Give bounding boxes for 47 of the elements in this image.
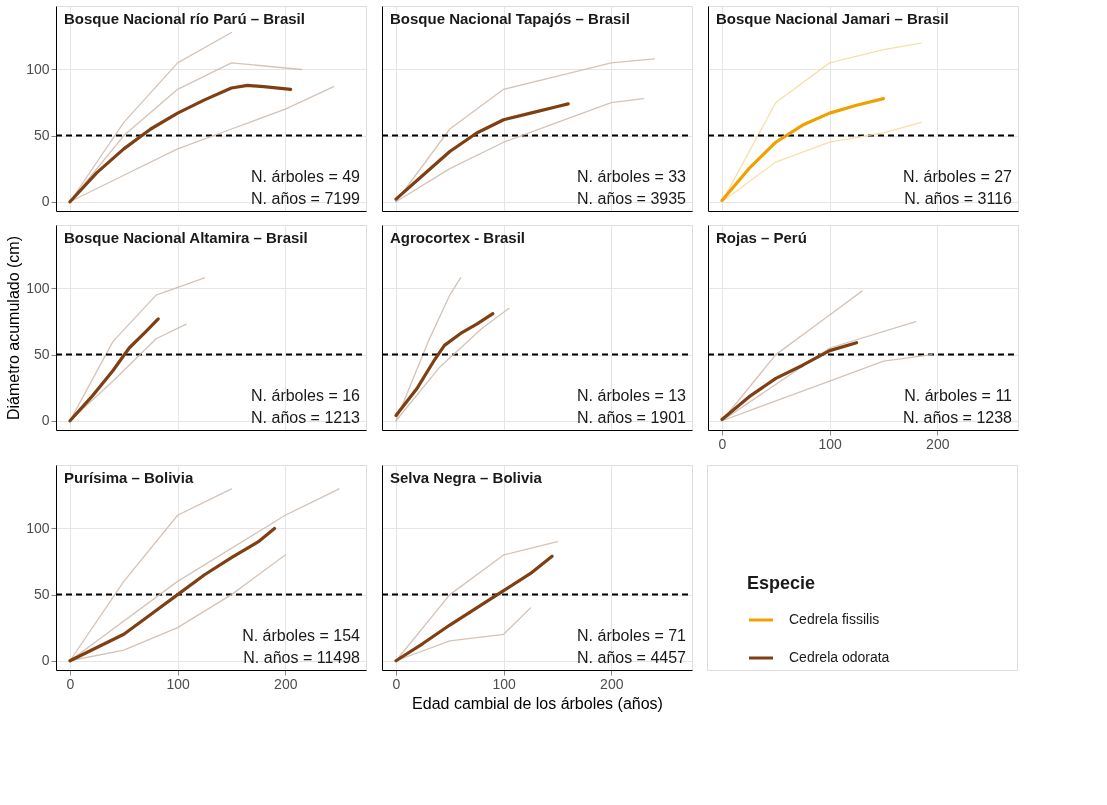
x-tick-label: 200	[926, 435, 950, 452]
y-tick-label: 50	[33, 127, 50, 144]
annotation: N. árboles = 33	[577, 168, 687, 185]
chart-title: Bosque Nacional río Parú – Brasil	[64, 10, 305, 27]
y-tick-label: 0	[41, 652, 50, 669]
x-tick-label: 200	[600, 675, 624, 692]
annotation: N. años = 3935	[577, 190, 687, 207]
y-tick-label: 100	[26, 60, 50, 77]
chart-title: Selva Negra – Bolivia	[390, 469, 543, 486]
x-axis-title: Edad cambial de los árboles (años)	[412, 694, 663, 712]
chart-title: Rojas – Perú	[716, 229, 807, 246]
annotation: N. años = 3116	[904, 190, 1013, 207]
chart-title: Agrocortex - Brasil	[390, 229, 526, 246]
y-axis-title: Diámetro acumulado (cm)	[5, 235, 23, 421]
annotation: N. años = 1213	[251, 409, 361, 426]
legend-title: Especie	[747, 573, 816, 593]
x-tick-label: 100	[166, 675, 191, 692]
x-tick-label: 0	[392, 675, 401, 692]
y-tick-label: 0	[41, 193, 50, 210]
annotation: N. años = 1238	[903, 409, 1013, 426]
annotation: N. árboles = 71	[577, 627, 687, 644]
y-tick-label: 50	[33, 586, 50, 603]
annotation: N. árboles = 49	[251, 168, 361, 185]
legend-label: Cedrela fissilis	[789, 611, 880, 627]
x-tick-label: 0	[718, 435, 727, 452]
annotation: N. años = 11498	[243, 649, 361, 666]
annotation: N. árboles = 27	[903, 168, 1013, 185]
y-tick-label: 100	[26, 279, 50, 296]
chart-title: Bosque Nacional Tapajós – Brasil	[390, 10, 630, 27]
chart-title: Bosque Nacional Altamira – Brasil	[64, 229, 308, 246]
x-tick-label: 200	[274, 675, 298, 692]
chart-title: Bosque Nacional Jamari – Brasil	[716, 10, 949, 27]
annotation: N. árboles = 11	[904, 387, 1013, 404]
annotation: N. años = 7199	[251, 190, 361, 207]
annotation: N. árboles = 154	[242, 627, 361, 644]
chart-title: Purísima – Bolivia	[64, 469, 194, 486]
x-tick-label: 0	[66, 675, 75, 692]
annotation: N. años = 4457	[577, 649, 687, 666]
annotation: N. árboles = 16	[251, 387, 361, 404]
x-tick-label: 100	[492, 675, 517, 692]
legend-label: Cedrela odorata	[789, 649, 890, 665]
y-tick-label: 0	[41, 412, 50, 429]
x-tick-label: 100	[818, 435, 843, 452]
y-tick-label: 100	[26, 519, 50, 536]
y-tick-label: 50	[33, 346, 50, 363]
annotation: N. árboles = 13	[577, 387, 687, 404]
annotation: N. años = 1901	[577, 409, 687, 426]
